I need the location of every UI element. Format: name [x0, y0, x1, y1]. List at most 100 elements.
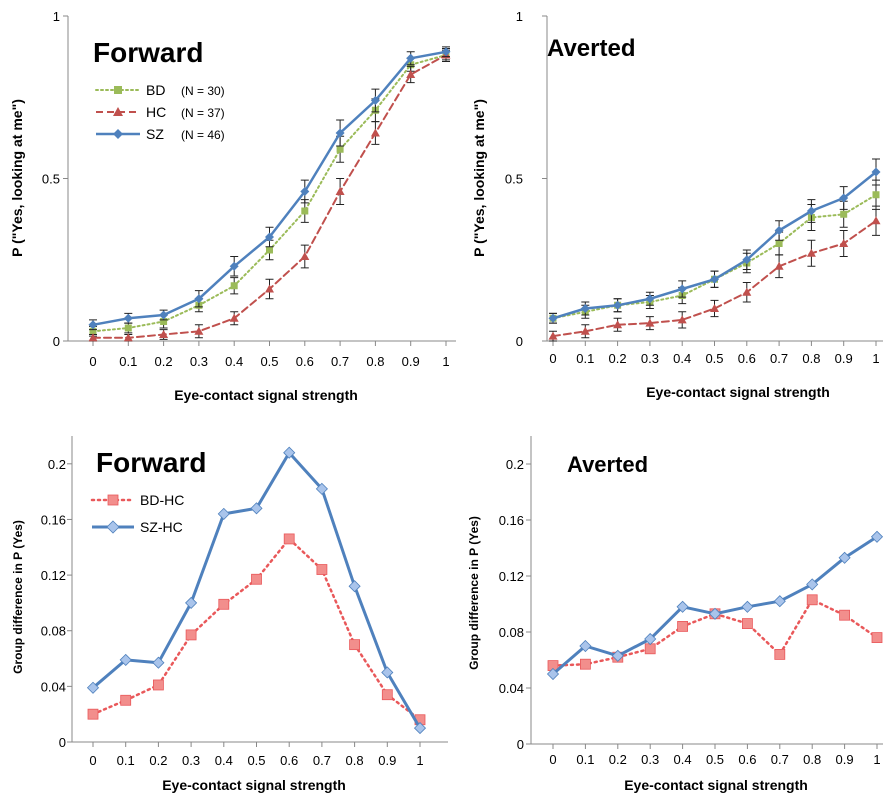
data-point [87, 708, 99, 720]
x-tick-label: 0.3 [641, 752, 659, 767]
data-point [160, 318, 168, 325]
x-tick-label: 0.8 [802, 351, 820, 366]
y-tick-label: 0.04 [41, 679, 66, 694]
x-tick-label: 1 [442, 354, 449, 369]
data-point [217, 507, 230, 520]
data-point [611, 649, 624, 662]
x-tick-label: 0.4 [225, 354, 243, 369]
x-tick-label: 0 [549, 351, 556, 366]
data-point [710, 304, 719, 312]
x-tick-label: 0.8 [346, 753, 364, 768]
data-point [335, 187, 345, 195]
data-point [381, 666, 394, 679]
legend-label: BD [146, 82, 165, 98]
y-axis-label: Group difference in P (Yes) [467, 516, 481, 670]
legend-item-sz-hc: SZ-HC [92, 519, 183, 535]
data-point [406, 53, 416, 63]
x-axis-label: Eye-contact signal strength [646, 384, 830, 400]
y-axis-label: P ("Yes, looking at me") [9, 99, 25, 257]
legend-label: BD-HC [140, 492, 184, 508]
axes: 0 0.04 0.08 0.12 0.16 0.2 0 0.1 0.2 0.3 0.4 0.5 0.6 0… [41, 436, 448, 768]
data-point [370, 128, 380, 137]
x-tick-label: 0.6 [738, 752, 756, 767]
data-point [742, 618, 753, 629]
x-tick-label: 0.3 [190, 354, 208, 369]
data-point [871, 632, 883, 643]
data-point [742, 287, 752, 296]
data-point [315, 482, 328, 495]
legend-item-hc: HC (N = 37) [96, 104, 225, 120]
data-point [229, 313, 239, 322]
x-tick-label: 0 [89, 753, 96, 768]
series-line [552, 193, 877, 320]
x-tick-label: 0.7 [331, 354, 349, 369]
series-line [552, 171, 877, 320]
data-point [159, 330, 169, 338]
data-point [194, 326, 204, 335]
data-point [546, 667, 560, 681]
data-point [120, 694, 132, 706]
data-point [123, 313, 133, 323]
data-point [580, 304, 590, 313]
axes: 0 0.04 0.08 0.12 0.16 0.2 0 0.1 0.2 0.3 0.4 0.5 0.6 0… [499, 436, 883, 767]
y-tick-label: 0.5 [505, 172, 523, 187]
panel-title: Averted [567, 452, 648, 477]
data-point [774, 226, 784, 235]
y-tick-label: 0.04 [499, 681, 524, 696]
data-point [300, 187, 310, 196]
data-point [871, 216, 881, 225]
y-tick-label: 0.5 [42, 172, 60, 187]
axes: 0 0.5 1 0 0.1 0.2 0.3 0.4 0.5 0.6 0.7 0.8 0.9 1 [42, 9, 456, 369]
data-point [413, 722, 427, 735]
data-point [840, 210, 848, 218]
y-tick-label: 0.2 [48, 457, 66, 472]
data-point [806, 578, 819, 591]
series-sz-hc [86, 446, 427, 735]
y-tick-label: 0.12 [499, 569, 524, 584]
panel-title: Forward [96, 447, 206, 478]
data-point [676, 600, 689, 613]
y-tick-label: 0 [59, 735, 66, 750]
data-point [613, 300, 623, 310]
x-tick-label: 1 [872, 351, 879, 366]
x-tick-label: 0 [89, 354, 96, 369]
data-point [301, 207, 309, 215]
data-point [349, 639, 361, 651]
data-point [839, 609, 850, 621]
data-point [839, 193, 849, 203]
x-tick-label: 0.5 [260, 354, 278, 369]
data-point [710, 274, 719, 284]
data-point [872, 191, 880, 199]
panel-title: Averted [547, 35, 635, 62]
x-tick-label: 1 [416, 753, 423, 768]
y-tick-label: 1 [516, 9, 523, 24]
data-point [548, 313, 558, 323]
legend-n: (N = 37) [181, 106, 225, 120]
data-point [185, 596, 198, 609]
data-point [806, 206, 816, 216]
series-sz [548, 158, 881, 324]
data-point [381, 689, 393, 701]
data-point [124, 324, 132, 332]
data-point [580, 326, 590, 335]
x-tick-label: 0.9 [378, 753, 396, 768]
data-point [677, 284, 687, 294]
panel-averted-top: P ("Yes, looking at me") Eye-contact sig… [471, 9, 883, 400]
data-point [266, 246, 273, 254]
x-tick-label: 0.6 [296, 354, 314, 369]
x-tick-label: 0.6 [280, 753, 298, 768]
data-point [152, 679, 164, 691]
x-tick-label: 1 [873, 752, 880, 767]
data-point [86, 681, 100, 694]
y-tick-label: 0.2 [506, 457, 524, 472]
legend-item-sz: SZ (N = 46) [96, 126, 225, 142]
x-tick-label: 0.3 [182, 753, 200, 768]
y-tick-label: 0.12 [41, 568, 66, 583]
data-point [250, 502, 263, 515]
y-tick-label: 1 [53, 9, 60, 24]
x-tick-label: 0.1 [576, 351, 594, 366]
series-sz [88, 46, 451, 331]
y-axis-label: Group difference in P (Yes) [11, 520, 25, 674]
x-tick-label: 0.1 [576, 752, 594, 767]
